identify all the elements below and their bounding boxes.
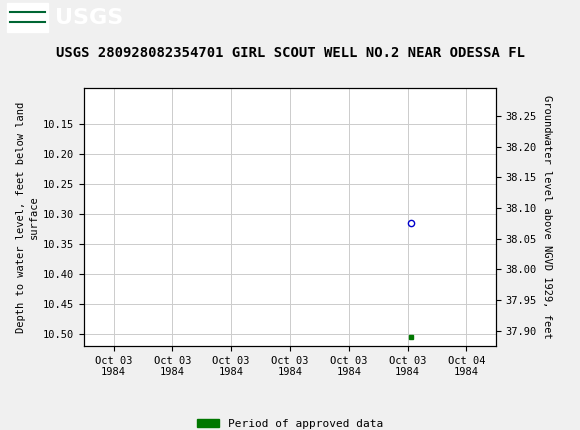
Legend: Period of approved data: Period of approved data: [193, 415, 387, 430]
Y-axis label: Depth to water level, feet below land
surface: Depth to water level, feet below land su…: [16, 101, 39, 333]
Bar: [7, 3, 48, 32]
Text: USGS 280928082354701 GIRL SCOUT WELL NO.2 NEAR ODESSA FL: USGS 280928082354701 GIRL SCOUT WELL NO.…: [56, 46, 524, 60]
Text: USGS: USGS: [55, 8, 123, 28]
Y-axis label: Groundwater level above NGVD 1929, feet: Groundwater level above NGVD 1929, feet: [542, 95, 552, 339]
